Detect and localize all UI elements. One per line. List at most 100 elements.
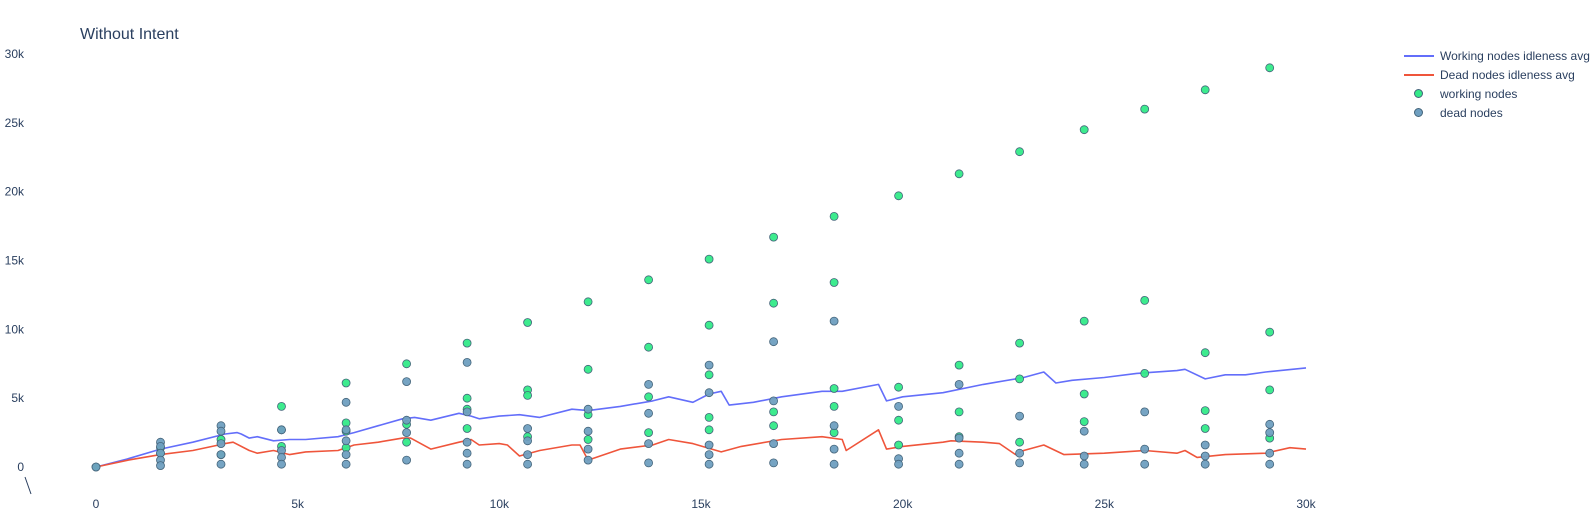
data-point-working: [829, 401, 839, 411]
legend-swatch-dot-working: [1404, 88, 1434, 99]
x-tick-label: 30k: [1296, 497, 1316, 511]
legend-item-working-avg[interactable]: Working nodes idleness avg: [1404, 46, 1590, 65]
data-point-dead: [829, 316, 839, 326]
data-point-working: [829, 211, 839, 221]
data-point-working: [462, 424, 472, 433]
data-point-working: [894, 415, 903, 425]
data-point-working: [644, 342, 653, 352]
legend-item-dead-nodes[interactable]: dead nodes: [1404, 103, 1590, 122]
data-point-dead: [523, 450, 532, 460]
data-point-dead: [341, 397, 351, 407]
data-point-working: [954, 169, 964, 179]
data-point-dead: [1140, 444, 1150, 454]
data-point-working: [954, 407, 964, 417]
data-point-working: [1265, 327, 1275, 337]
data-point-working: [341, 378, 351, 388]
data-point-dead: [954, 459, 964, 469]
legend-item-dead-avg[interactable]: Dead nodes idleness avg: [1404, 65, 1590, 84]
y-tick-label: 15k: [5, 254, 25, 268]
data-point-dead: [829, 459, 839, 469]
x-tick-label: 5k: [291, 497, 305, 511]
data-point-working: [769, 407, 778, 417]
data-point-dead: [341, 459, 351, 469]
data-point-working: [769, 232, 778, 242]
data-point-dead: [1079, 459, 1089, 469]
data-point-working: [1015, 437, 1024, 447]
data-point-dead: [462, 437, 472, 447]
data-point-dead: [704, 450, 714, 460]
data-point-dead: [829, 421, 839, 431]
data-point-dead: [1265, 448, 1275, 458]
data-point-working: [583, 364, 593, 374]
data-point-working: [1140, 104, 1150, 114]
data-point-dead: [954, 433, 964, 443]
legend-item-working-nodes[interactable]: working nodes: [1404, 84, 1590, 103]
data-point-dead: [769, 458, 778, 468]
data-point-dead: [704, 440, 714, 450]
data-point-dead: [216, 439, 226, 449]
data-point-dead: [583, 444, 593, 454]
data-point-dead: [769, 337, 778, 347]
y-tick-label: 30k: [5, 47, 25, 61]
data-point-working: [1079, 125, 1089, 135]
data-point-working: [644, 392, 653, 402]
x-tick-label: 0: [93, 497, 100, 511]
data-point-dead: [704, 459, 714, 469]
data-point-working: [1200, 424, 1210, 433]
y-tick-label: 20k: [5, 185, 25, 199]
data-point-working: [769, 298, 778, 308]
data-point-dead: [1265, 419, 1275, 429]
data-point-working: [583, 435, 593, 444]
legend-label-working-avg: Working nodes idleness avg: [1440, 48, 1590, 63]
data-point-dead: [1015, 411, 1024, 421]
data-point-working: [1015, 374, 1024, 384]
data-point-dead: [277, 459, 286, 469]
data-point-working: [462, 393, 472, 403]
data-point-dead: [894, 401, 903, 411]
data-point-dead: [894, 459, 903, 469]
data-point-dead: [769, 396, 778, 406]
data-point-dead: [402, 377, 412, 387]
data-point-dead: [462, 407, 472, 417]
data-point-dead: [704, 360, 714, 370]
legend-label-dead-avg: Dead nodes idleness avg: [1440, 67, 1575, 82]
legend-label-dead-nodes: dead nodes: [1440, 105, 1503, 120]
data-point-working: [829, 278, 839, 287]
data-point-working: [704, 425, 714, 435]
legend-swatch-dot-dead: [1404, 107, 1434, 118]
legend[interactable]: Working nodes idleness avg Dead nodes id…: [1404, 46, 1590, 122]
legend-swatch-line-dead: [1404, 70, 1434, 80]
data-point-working: [1079, 316, 1089, 326]
data-point-working: [1140, 295, 1150, 305]
points-layer: [91, 63, 1275, 472]
series-line-1: [95, 428, 1307, 468]
data-point-working: [644, 428, 653, 438]
data-point-dead: [644, 379, 653, 389]
data-point-working: [402, 359, 412, 369]
data-point-working: [1079, 389, 1089, 399]
data-point-dead: [462, 448, 472, 458]
data-point-dead: [1200, 440, 1210, 450]
data-point-working: [1265, 385, 1275, 395]
data-point-dead: [277, 425, 286, 435]
data-point-dead: [704, 388, 714, 398]
y-axis: 0 5k 10k 15k 20k 25k 30k: [5, 47, 25, 474]
data-point-working: [523, 390, 532, 400]
data-point-working: [1200, 348, 1210, 358]
data-point-dead: [462, 459, 472, 469]
x-tick-label: 15k: [691, 497, 711, 511]
data-point-dead: [644, 408, 653, 418]
data-point-working: [1200, 406, 1210, 416]
data-point-working: [644, 275, 653, 285]
data-point-dead: [583, 404, 593, 414]
data-point-working: [277, 401, 286, 411]
data-point-working: [1015, 147, 1024, 157]
data-point-working: [523, 318, 532, 327]
data-point-dead: [1015, 458, 1024, 468]
x-tick-label: 25k: [1095, 497, 1115, 511]
data-point-dead: [1265, 428, 1275, 438]
data-point-dead: [1265, 459, 1275, 469]
data-point-working: [704, 370, 714, 380]
data-point-dead: [954, 448, 964, 458]
